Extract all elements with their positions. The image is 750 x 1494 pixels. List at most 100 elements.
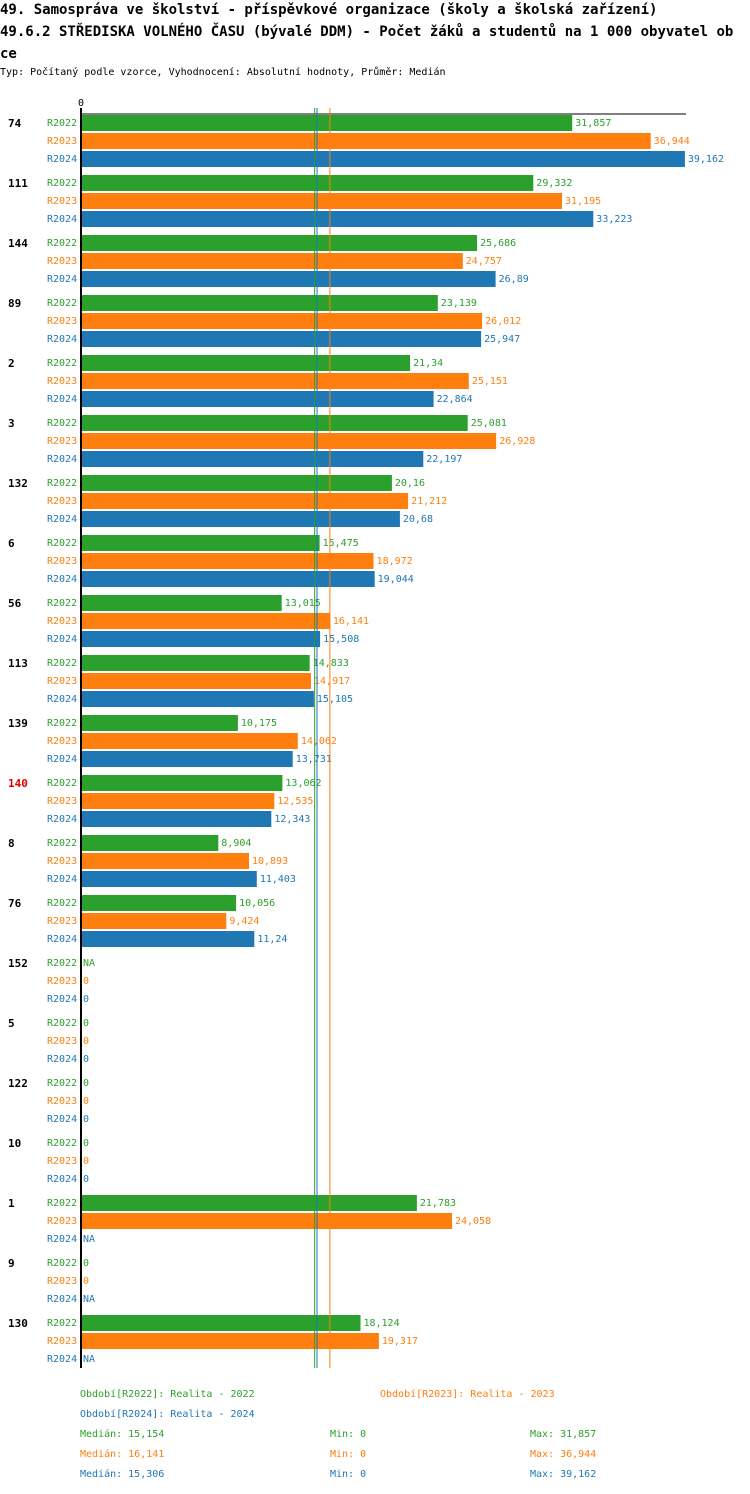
bar	[81, 493, 409, 509]
series-label: R2022	[47, 478, 77, 489]
value-label: NA	[83, 1354, 95, 1365]
bar	[81, 931, 255, 947]
bar	[81, 535, 320, 551]
value-label: 29,332	[536, 178, 572, 189]
series-label: R2023	[47, 136, 77, 147]
bar	[81, 1333, 379, 1349]
series-label: R2023	[47, 736, 77, 747]
value-label: 18,124	[363, 1318, 399, 1329]
series-label: R2022	[47, 1138, 77, 1149]
bar	[81, 751, 293, 767]
value-label: 24,058	[455, 1216, 491, 1227]
value-label: 0	[83, 1258, 89, 1269]
bar	[81, 853, 249, 869]
bar	[81, 433, 497, 449]
value-label: 15,105	[317, 694, 353, 705]
series-label: R2022	[47, 1018, 77, 1029]
category-label: 10	[8, 1137, 21, 1150]
bar	[81, 271, 496, 287]
category-label: 130	[8, 1317, 28, 1330]
value-label: NA	[83, 1294, 95, 1305]
series-label: R2024	[47, 1294, 77, 1305]
bar	[81, 1213, 452, 1229]
series-label: R2022	[47, 418, 77, 429]
category-label: 132	[8, 477, 28, 490]
category-label: 152	[8, 957, 28, 970]
bar	[81, 715, 238, 731]
series-label: R2024	[47, 514, 77, 525]
value-label: 20,16	[395, 478, 425, 489]
series-label: R2023	[47, 676, 77, 687]
category-label: 113	[8, 657, 28, 670]
value-label: 39,162	[688, 154, 724, 165]
category-label: 2	[8, 357, 15, 370]
bar	[81, 331, 482, 347]
value-label: 22,864	[437, 394, 473, 405]
series-label: R2022	[47, 358, 77, 369]
bar	[81, 475, 392, 491]
value-label: 26,012	[485, 316, 521, 327]
value-label: 25,686	[480, 238, 516, 249]
value-label: 14,062	[301, 736, 337, 747]
value-label: 0	[83, 1054, 89, 1065]
value-label: 13,062	[285, 778, 321, 789]
category-label: 8	[8, 837, 15, 850]
value-label: 12,535	[277, 796, 313, 807]
category-label: 139	[8, 717, 28, 730]
legend-max-r2023: Max: 36,944	[530, 1449, 597, 1460]
bar	[81, 415, 468, 431]
value-label: 0	[83, 1276, 89, 1287]
value-label: 15,475	[323, 538, 359, 549]
bar	[81, 451, 424, 467]
legend-period-r2022: Období[R2022]: Realita - 2022	[80, 1389, 255, 1400]
category-label: 9	[8, 1257, 15, 1270]
series-label: R2024	[47, 694, 77, 705]
series-label: R2023	[47, 1276, 77, 1287]
series-label: R2022	[47, 958, 77, 969]
series-label: R2024	[47, 1354, 77, 1365]
bar	[81, 655, 310, 671]
value-label: 0	[83, 1036, 89, 1047]
series-label: R2022	[47, 298, 77, 309]
bar	[81, 871, 257, 887]
series-label: R2023	[47, 316, 77, 327]
value-label: 13,731	[296, 754, 332, 765]
series-label: R2024	[47, 814, 77, 825]
series-label: R2023	[47, 856, 77, 867]
value-label: 0	[83, 994, 89, 1005]
value-label: 16,141	[333, 616, 369, 627]
bar	[81, 193, 562, 209]
series-label: R2023	[47, 256, 77, 267]
value-label: 25,947	[484, 334, 520, 345]
value-label: 14,833	[313, 658, 349, 669]
bar	[81, 691, 314, 707]
bar	[81, 295, 438, 311]
series-label: R2022	[47, 238, 77, 249]
series-label: R2022	[47, 598, 77, 609]
series-label: R2024	[47, 574, 77, 585]
bar	[81, 355, 411, 371]
series-label: R2024	[47, 454, 77, 465]
value-label: 21,212	[411, 496, 447, 507]
series-label: R2022	[47, 718, 77, 729]
series-label: R2022	[47, 1318, 77, 1329]
value-label: 14,917	[314, 676, 350, 687]
category-label: 122	[8, 1077, 28, 1090]
legend-min-r2022: Min: 0	[330, 1429, 367, 1440]
bar	[81, 133, 651, 149]
value-label: 31,195	[565, 196, 601, 207]
value-label: 0	[83, 1156, 89, 1167]
bar	[81, 553, 374, 569]
series-label: R2023	[47, 376, 77, 387]
value-label: 36,944	[654, 136, 690, 147]
series-label: R2023	[47, 556, 77, 567]
series-label: R2023	[47, 616, 77, 627]
value-label: 26,928	[499, 436, 535, 447]
bar	[81, 595, 282, 611]
series-label: R2022	[47, 538, 77, 549]
bar	[81, 115, 573, 131]
value-label: 0	[83, 1078, 89, 1089]
x-axis-tick-label: 0	[78, 98, 84, 109]
value-label: 15,508	[323, 634, 359, 645]
bar	[81, 253, 463, 269]
